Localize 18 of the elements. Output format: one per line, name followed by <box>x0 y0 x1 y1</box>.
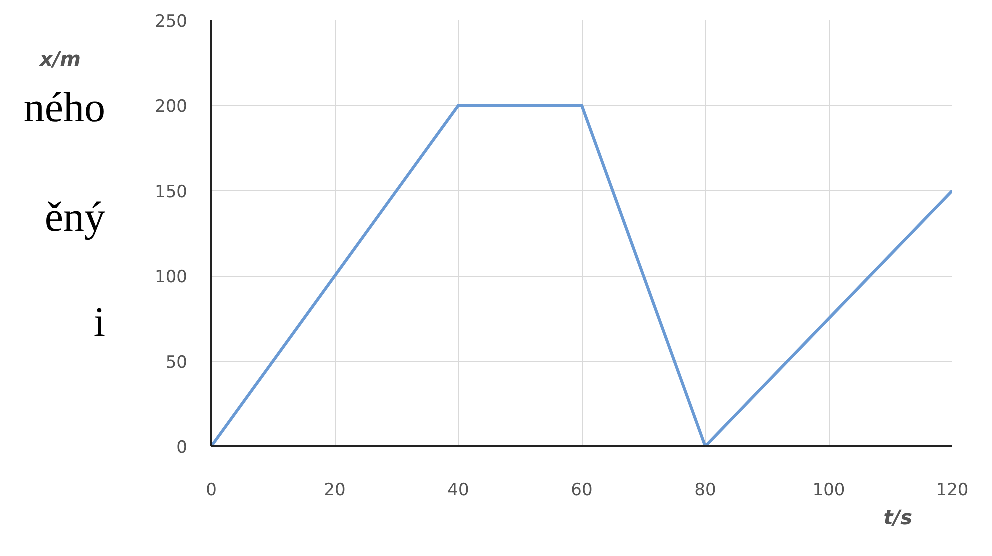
x-tick-label: 20 <box>324 480 346 500</box>
y-tick-label: 100 <box>155 268 188 288</box>
x-tick-label: 120 <box>936 480 969 500</box>
x-tick-label: 80 <box>694 480 716 500</box>
y-tick-label: 0 <box>176 438 188 458</box>
text: i <box>94 300 106 346</box>
x-tick-label: 40 <box>448 480 470 500</box>
x-axis-title: t/s <box>884 506 913 530</box>
x-tick-label: 0 <box>206 480 217 500</box>
y-tick-label: 250 <box>155 12 188 32</box>
x-tick-label: 60 <box>571 480 593 500</box>
y-axis-title: x/m <box>38 46 82 71</box>
x-tick-label: 100 <box>812 480 846 500</box>
text: ěný <box>44 195 106 242</box>
y-tick-label: 150 <box>155 182 188 202</box>
text: ného <box>24 86 106 132</box>
y-tick-label: 200 <box>155 97 188 118</box>
y-tick-label: 50 <box>166 352 188 373</box>
